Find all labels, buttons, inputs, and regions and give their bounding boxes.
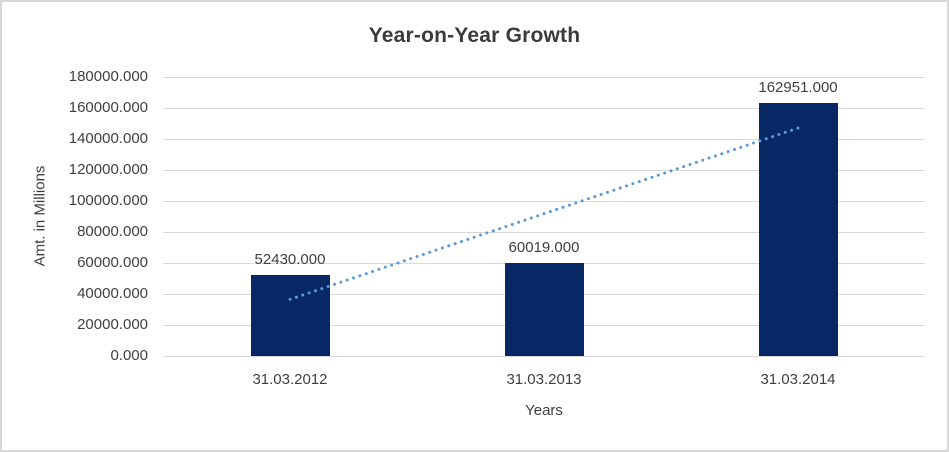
y-axis-tick-label: 140000.000	[68, 130, 148, 147]
x-axis-tick-label: 31.03.2013	[506, 371, 582, 388]
y-axis-title: Amt. in Millions	[31, 165, 49, 267]
x-axis-tick-label: 31.03.2012	[252, 371, 328, 388]
bar-data-label: 52430.000	[254, 250, 326, 268]
y-axis-tick-label: 100000.000	[68, 192, 148, 209]
x-axis-title: Years	[525, 402, 563, 419]
y-axis-tick-label: 180000.000	[68, 68, 148, 85]
bar	[504, 262, 584, 356]
y-axis-tick-label: 160000.000	[68, 99, 148, 116]
bar-data-label: 162951.000	[758, 79, 838, 97]
y-axis-tick-label: 0.000	[110, 347, 148, 364]
chart-title: Year-on-Year Growth	[368, 24, 581, 47]
x-axis-tick-label: 31.03.2014	[760, 371, 836, 388]
gridline	[163, 77, 925, 78]
y-axis-tick-label: 80000.000	[77, 223, 148, 240]
bar	[758, 103, 838, 356]
bar	[250, 274, 330, 356]
y-axis-tick-label: 40000.000	[77, 285, 148, 302]
y-axis-tick-label: 120000.000	[68, 161, 148, 178]
bar-data-label: 60019.000	[508, 238, 580, 256]
y-axis-tick-label: 60000.000	[77, 254, 148, 271]
gridline	[163, 356, 925, 357]
y-axis-tick-label: 20000.000	[77, 316, 148, 333]
gridline	[163, 108, 925, 109]
